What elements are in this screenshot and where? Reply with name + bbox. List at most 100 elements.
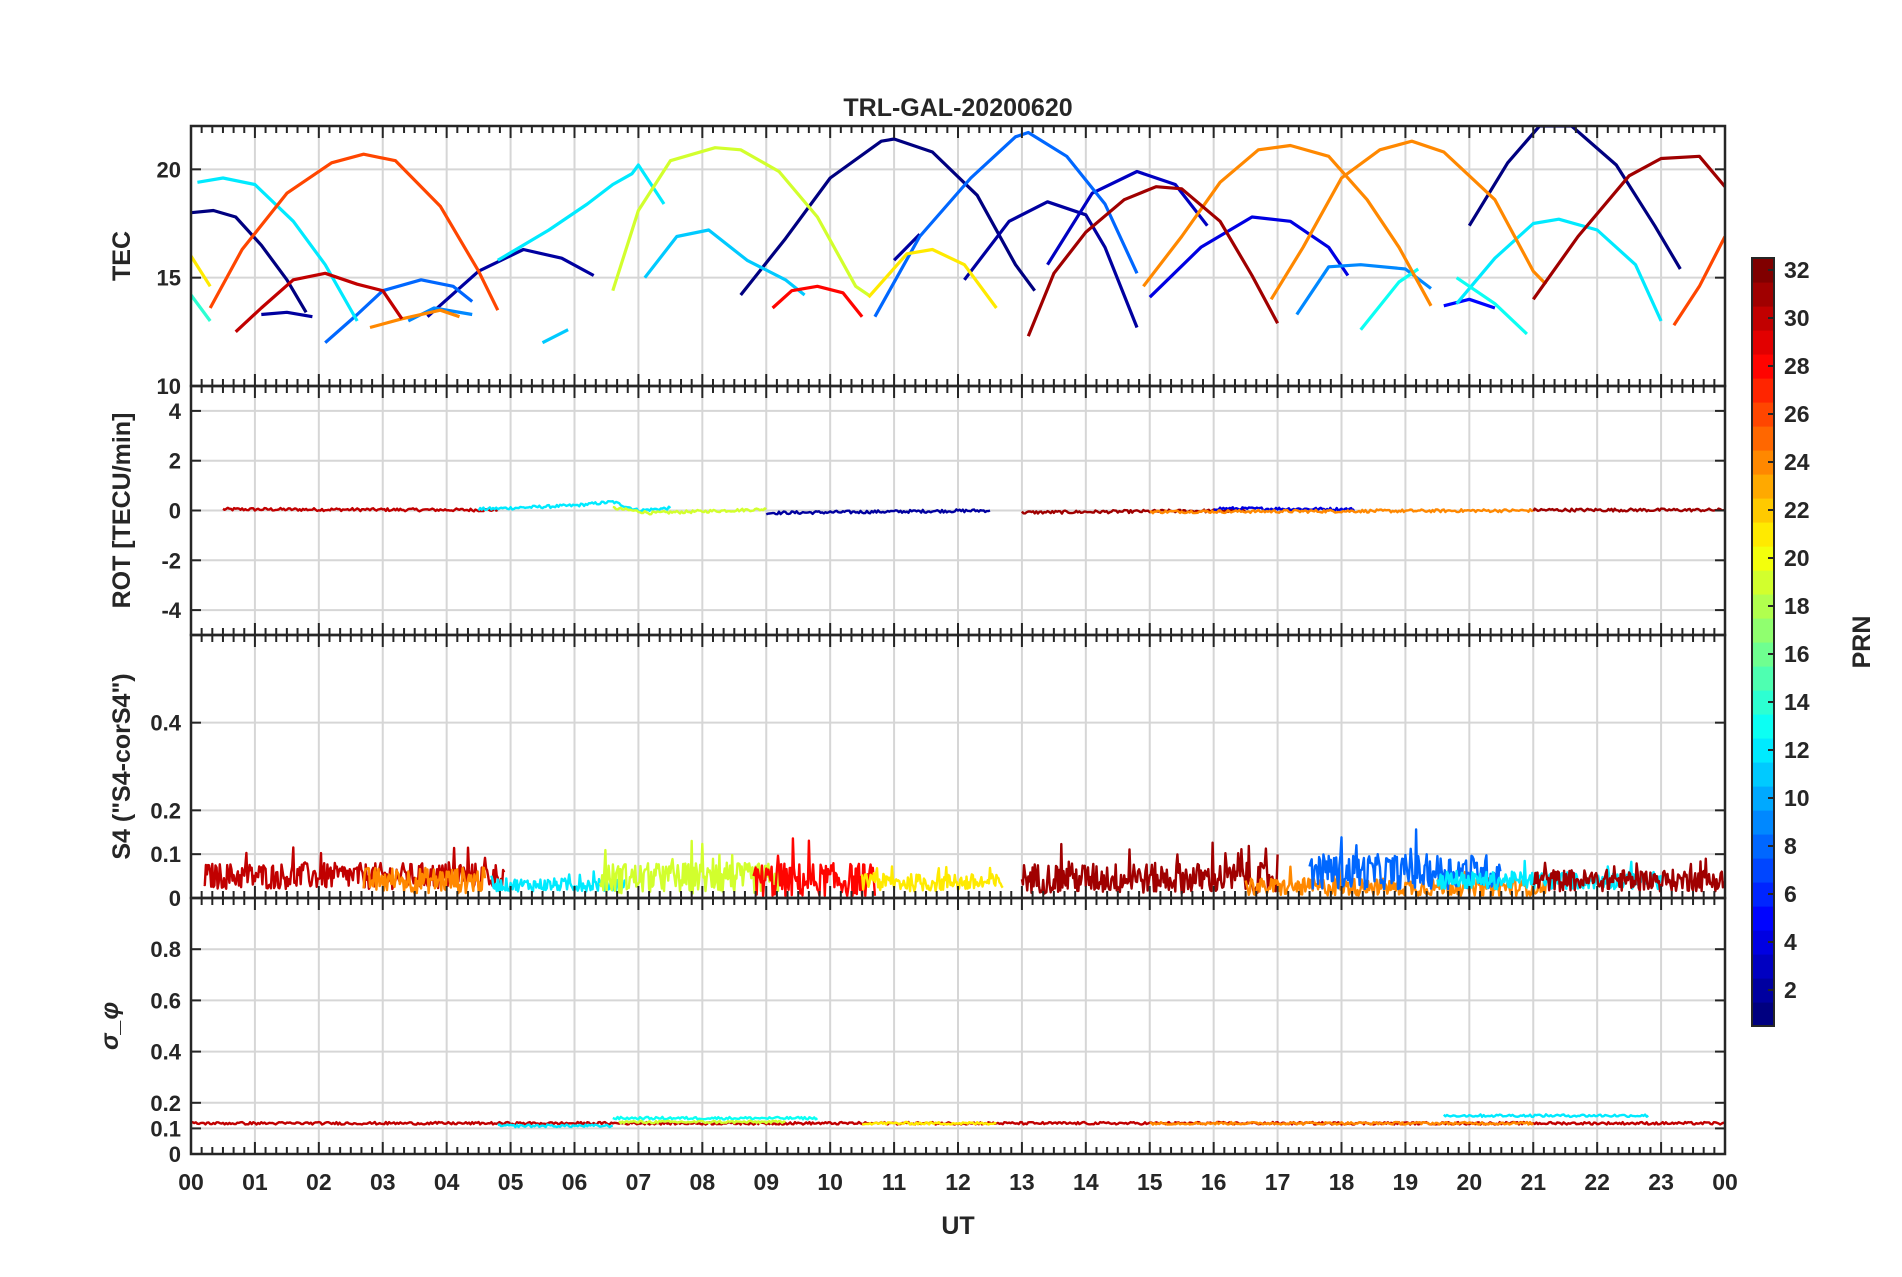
- colorbar-segment: [1752, 450, 1774, 475]
- colorbar-segment: [1752, 738, 1774, 763]
- y-tick-label: 0: [169, 886, 181, 911]
- panel-3: 0 0.1 0.2 0.4 S4 ("S4-corS4"): [108, 633, 1727, 911]
- colorbar-segment: [1752, 666, 1774, 691]
- x-tick-label: 10: [817, 1169, 843, 1195]
- series-prn-12: [496, 163, 666, 262]
- x-tick-label: 09: [753, 1169, 779, 1195]
- y-tick-label: 10: [157, 374, 181, 399]
- series-prn-30: [234, 271, 404, 333]
- series-prn-21: [860, 865, 1004, 893]
- x-tick-label: 01: [242, 1169, 268, 1195]
- colorbar-segment: [1752, 474, 1774, 499]
- colorbar-tick-label: 20: [1784, 545, 1810, 571]
- colorbar-segment: [1752, 810, 1774, 835]
- colorbar-segment: [1752, 594, 1774, 619]
- colorbar-segment: [1752, 714, 1774, 739]
- series-prn-5: [1443, 297, 1496, 310]
- series-prn-30: [203, 846, 506, 891]
- colorbar-tick-label: 8: [1784, 833, 1797, 859]
- series-prn-26: [208, 152, 500, 311]
- colorbar-segment: [1752, 762, 1774, 787]
- y-axis-label: ROT [TECU/min]: [108, 413, 136, 609]
- y-tick-label: 0: [169, 499, 181, 524]
- series-prn-30: [222, 506, 499, 513]
- colorbar-tick-label: 2: [1784, 977, 1797, 1003]
- series-prn-4: [1148, 215, 1350, 299]
- colorbar-frame: [1751, 257, 1775, 1027]
- x-tick-label: 16: [1201, 1169, 1227, 1195]
- y-tick-label: 0.4: [150, 1040, 181, 1065]
- series-prn-24: [1244, 865, 1548, 897]
- series-prn-21: [867, 247, 998, 309]
- colorbar-segment: [1752, 618, 1774, 643]
- colorbar-tick-label: 10: [1784, 785, 1810, 811]
- x-tick-label: 11: [882, 1169, 907, 1195]
- series-prn-19: [611, 146, 870, 297]
- colorbar-tick-label: 6: [1784, 881, 1797, 907]
- y-tick-label: 4: [169, 399, 182, 424]
- series-prn-2: [963, 200, 1139, 329]
- x-tick-label: 07: [626, 1169, 652, 1195]
- colorbar-tick-label: 24: [1784, 449, 1810, 475]
- series-prn-13: [612, 1115, 819, 1121]
- colorbar-tick-label: 22: [1784, 497, 1810, 523]
- colorbar-segment: [1752, 426, 1774, 451]
- colorbar-tick-label: 28: [1784, 353, 1810, 379]
- colorbar-segment: [1752, 330, 1774, 355]
- colorbar-tick-label: 12: [1784, 737, 1810, 763]
- series-prn-12: [1436, 859, 1663, 891]
- y-tick-label: 0.8: [150, 937, 181, 962]
- colorbar-segment: [1752, 930, 1774, 955]
- x-tick-label: 20: [1457, 1169, 1483, 1195]
- series-prn-24: [1269, 139, 1548, 301]
- series-prn-24: [1149, 508, 1534, 515]
- x-tick-label: 23: [1648, 1169, 1674, 1195]
- colorbar-segment: [1752, 834, 1774, 859]
- series-prn-11: [643, 228, 806, 297]
- y-axis-label: S4 ("S4-corS4"): [108, 673, 136, 859]
- series-prn-12: [197, 176, 359, 322]
- x-tick-label: 04: [434, 1169, 460, 1195]
- series-prn-24: [1142, 143, 1433, 307]
- series-prn-31: [1021, 507, 1246, 515]
- colorbar-segment: [1752, 642, 1774, 667]
- y-tick-label: 15: [157, 266, 181, 291]
- panel-4: 00.10.2 0.4 0.6 0.8 σ_φ: [96, 896, 1727, 1167]
- series-prn-31: [1026, 185, 1280, 337]
- series-prn-2: [261, 310, 313, 319]
- x-tick-label: 22: [1584, 1169, 1610, 1195]
- x-tick-label: 13: [1009, 1169, 1035, 1195]
- y-tick-label: 0.1: [150, 842, 181, 867]
- series-prn-12: [1442, 1113, 1649, 1119]
- colorbar-segment: [1752, 906, 1774, 931]
- x-tick-label: 14: [1073, 1169, 1099, 1195]
- series-prn-12: [1455, 217, 1663, 322]
- colorbar-segment: [1752, 258, 1774, 283]
- x-tick-label: 03: [370, 1169, 396, 1195]
- series-prn-14: [191, 294, 212, 322]
- colorbar-segment: [1752, 306, 1774, 331]
- series-prn-26: [1672, 235, 1725, 327]
- series-prn-13: [1455, 276, 1529, 336]
- x-tick-label: 00: [178, 1169, 204, 1195]
- y-tick-label: 0.4: [150, 711, 181, 736]
- series-prn-24: [362, 866, 487, 895]
- colorbar-segment: [1752, 690, 1774, 715]
- series-prn-21: [191, 255, 212, 288]
- x-tick-label: 06: [562, 1169, 588, 1195]
- series-group: [191, 126, 1725, 345]
- colorbar-segment: [1752, 378, 1774, 403]
- colorbar-tick-label: 16: [1784, 641, 1810, 667]
- series-prn-19: [618, 1119, 786, 1125]
- panel-1: 10 15 20 TEC: [108, 124, 1727, 399]
- series-prn-31: [1020, 841, 1279, 895]
- x-axis-label: UT: [941, 1212, 974, 1240]
- series-prn-21: [861, 1120, 997, 1126]
- colorbar-label: PRN: [1848, 616, 1876, 669]
- series-prn-28: [752, 837, 877, 897]
- y-tick-label: 0.1: [150, 1116, 181, 1141]
- series-group: [222, 500, 1725, 516]
